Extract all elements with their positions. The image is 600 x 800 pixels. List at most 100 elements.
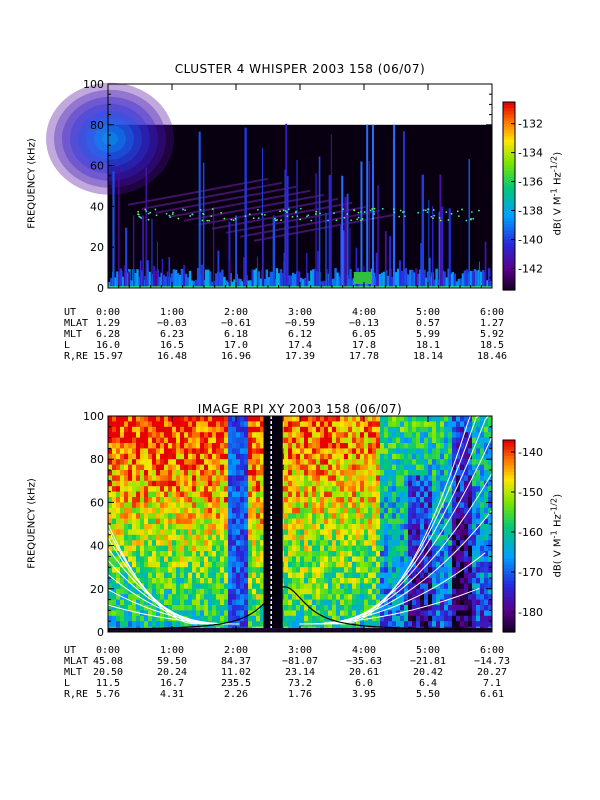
rpi-heatmap-cell xyxy=(152,615,157,622)
whisper-lowband-cell xyxy=(184,273,188,288)
rpi-heatmap-cell xyxy=(152,507,157,514)
rpi-heatmap-cell xyxy=(220,615,225,622)
rpi-heatmap-cell xyxy=(440,556,445,563)
rpi-heatmap-cell xyxy=(168,491,173,498)
rpi-heatmap-cell xyxy=(172,480,177,487)
rpi-heatmap-cell xyxy=(444,583,449,590)
rpi-heatmap-cell xyxy=(240,475,245,482)
rpi-heatmap-cell xyxy=(252,556,257,563)
rpi-heatmap-cell xyxy=(168,534,173,541)
rpi-heatmap-cell xyxy=(188,426,193,433)
rpi-heatmap-cell xyxy=(472,453,477,460)
rpi-heatmap-cell xyxy=(160,459,165,466)
rpi-heatmap-cell xyxy=(472,443,477,449)
rpi-heatmap-cell xyxy=(448,448,453,455)
rpi-heatmap-cell xyxy=(352,518,357,525)
rpi-heatmap-cell xyxy=(208,459,213,466)
rpi-heatmap-cell xyxy=(308,448,313,455)
rpi-heatmap-cell xyxy=(432,416,437,422)
rpi-heatmap-cell xyxy=(448,583,453,590)
rpi-heatmap-cell xyxy=(424,583,429,590)
rpi-heatmap-cell xyxy=(236,491,241,498)
rpi-heatmap-cell xyxy=(148,588,153,595)
rpi-heatmap-cell xyxy=(200,605,205,611)
rpi-heatmap-cell xyxy=(348,545,353,552)
rpi-heatmap-cell xyxy=(212,421,217,428)
rpi-heatmap-cell xyxy=(392,615,397,622)
rpi-heatmap-cell xyxy=(444,588,449,595)
rpi-heatmap-cell xyxy=(432,486,437,493)
rpi-heatmap-cell xyxy=(316,507,321,514)
rpi-heatmap-cell xyxy=(164,615,169,622)
whisper-dot xyxy=(182,208,184,211)
rpi-heatmap-cell xyxy=(120,513,125,520)
whisper-lowband-cell xyxy=(158,276,161,288)
whisper-lowband-cell xyxy=(320,281,323,288)
rpi-heatmap-cell xyxy=(352,605,357,611)
rpi-heatmap-cell xyxy=(216,486,221,493)
rpi-heatmap-cell xyxy=(356,480,361,487)
rpi-heatmap-cell xyxy=(180,567,185,574)
rpi-heatmap-cell xyxy=(308,529,313,536)
rpi-heatmap-cell xyxy=(440,470,445,476)
rpi-heatmap-cell xyxy=(476,551,481,557)
rpi-heatmap-cell xyxy=(232,448,237,455)
rpi-heatmap-cell xyxy=(472,588,477,595)
rpi-heatmap-cell xyxy=(488,572,493,579)
rpi-heatmap-cell xyxy=(108,464,113,471)
rpi-heatmap-cell xyxy=(204,599,209,606)
rpi-heatmap-cell xyxy=(216,551,221,557)
rpi-heatmap-cell xyxy=(220,529,225,536)
rpi-heatmap-cell xyxy=(376,491,381,498)
rpi-heatmap-cell xyxy=(128,529,133,536)
rpi-heatmap-cell xyxy=(156,567,161,574)
rpi-heatmap-cell xyxy=(480,599,485,606)
rpi-heatmap-cell xyxy=(208,556,213,563)
rpi-heatmap-cell xyxy=(300,588,305,595)
whisper-colorbar-cell xyxy=(503,274,515,279)
rpi-heatmap-cell xyxy=(224,599,229,606)
whisper-dot xyxy=(299,218,302,221)
rpi-heatmap-cell xyxy=(156,551,161,557)
rpi-heatmap-cell xyxy=(300,545,305,552)
rpi-heatmap-cell xyxy=(312,556,317,563)
rpi-heatmap-cell xyxy=(404,470,409,476)
whisper-lowband-cell xyxy=(479,271,483,288)
rpi-heatmap-cell xyxy=(488,524,493,530)
rpi-heatmap-cell xyxy=(444,426,449,433)
rpi-heatmap-cell xyxy=(460,605,465,611)
rpi-heatmap-cell xyxy=(292,486,297,493)
rpi-heatmap-cell xyxy=(228,534,233,541)
rpi-heatmap-cell xyxy=(296,529,301,536)
whisper-colorbar-tick-label: -140 xyxy=(518,233,543,246)
whisper-orbit-value: 1.29 xyxy=(95,318,121,329)
rpi-model-curve xyxy=(323,415,504,625)
rpi-heatmap-cell xyxy=(244,599,249,606)
rpi-heatmap-cell xyxy=(136,475,141,482)
rpi-heatmap-cell xyxy=(176,443,181,449)
rpi-heatmap-cell xyxy=(348,605,353,611)
rpi-heatmap-cell xyxy=(332,556,337,563)
rpi-heatmap-cell xyxy=(204,588,209,595)
rpi-heatmap-cell xyxy=(436,615,441,622)
rpi-heatmap-cell xyxy=(236,513,241,520)
rpi-heatmap-cell xyxy=(116,507,121,514)
rpi-heatmap-cell xyxy=(252,480,257,487)
rpi-heatmap-cell xyxy=(408,470,413,476)
whisper-colorbar-cell xyxy=(503,183,515,188)
rpi-heatmap-cell xyxy=(240,529,245,536)
rpi-orbit-value: 5:00 xyxy=(415,645,441,656)
rpi-heatmap-cell xyxy=(148,545,153,552)
rpi-heatmap-cell xyxy=(476,513,481,520)
rpi-heatmap-cell xyxy=(236,443,241,449)
whisper-colorbar-cell xyxy=(503,252,515,257)
rpi-heatmap-cell xyxy=(188,545,193,552)
rpi-heatmap-cell xyxy=(156,588,161,595)
rpi-heatmap-cell xyxy=(164,453,169,460)
whisper-lowband-cell xyxy=(461,273,465,288)
whisper-dot xyxy=(357,216,360,219)
rpi-heatmap-cell xyxy=(304,432,309,439)
rpi-heatmap-cell xyxy=(480,421,485,428)
rpi-heatmap-cell xyxy=(452,470,457,476)
whisper-colorbar-cell xyxy=(503,243,515,247)
